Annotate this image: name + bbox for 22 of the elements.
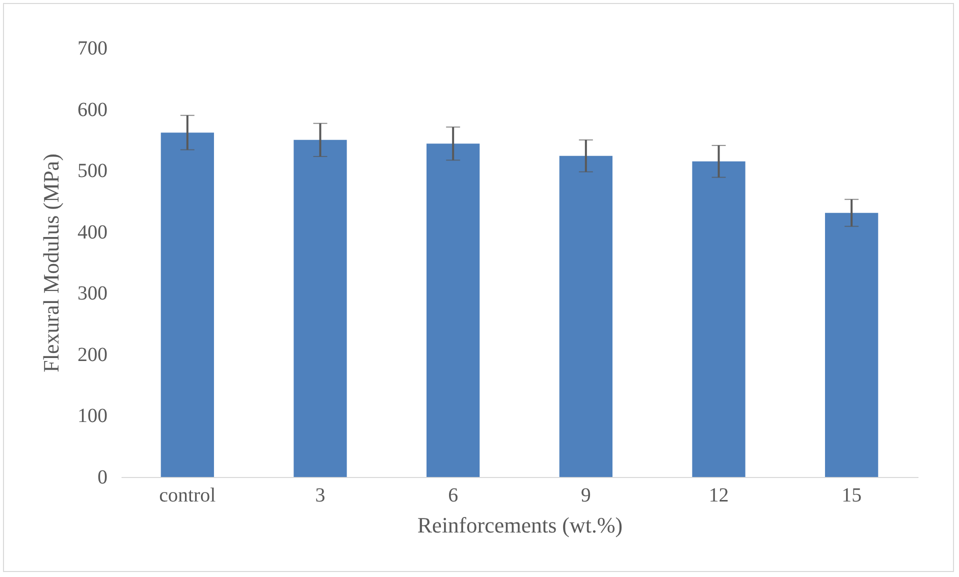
bar: [160, 132, 214, 477]
y-tick-label: 500: [78, 160, 108, 182]
bar: [559, 156, 612, 477]
x-tick-label: 6: [448, 484, 458, 506]
bar: [692, 161, 746, 477]
x-tick-label: 12: [708, 484, 729, 506]
x-tick-label: 9: [580, 484, 591, 506]
y-tick-label: 200: [78, 344, 108, 366]
x-tick-label: control: [159, 484, 216, 506]
x-tick-label: 15: [842, 484, 862, 506]
x-axis-title: Reinforcements (wt.%): [417, 512, 623, 538]
bar: [426, 144, 480, 477]
y-axis-title: Flexural Modulus (MPa): [38, 154, 64, 372]
y-tick-label: 400: [78, 221, 108, 244]
y-tick-label: 700: [78, 38, 108, 60]
x-tick-label: 3: [315, 484, 326, 506]
y-tick-label: 300: [78, 282, 108, 305]
y-tick-label: 600: [78, 98, 108, 121]
bar: [294, 140, 347, 477]
y-tick-label: 0: [98, 466, 108, 488]
bar: [825, 212, 878, 477]
y-tick-label: 100: [78, 405, 108, 428]
